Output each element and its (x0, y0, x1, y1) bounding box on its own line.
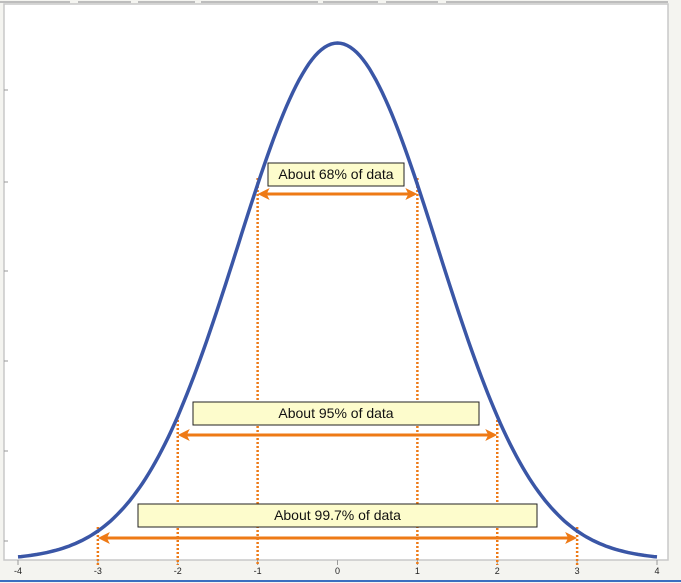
plot-area (3, 3, 669, 561)
x-tick-label: -1 (254, 566, 262, 576)
annotation-label: About 99.7% of data (274, 507, 401, 523)
arrow-head-left (97, 532, 110, 544)
x-tick-label: 2 (495, 566, 500, 576)
x-tick-label: -3 (94, 566, 102, 576)
x-tick-label: 3 (575, 566, 580, 576)
normal-curve (17, 41, 658, 559)
x-tick-label: 4 (654, 566, 659, 576)
annotation-box (267, 162, 405, 187)
arrow-head-right (565, 532, 578, 544)
arrow-head-left (257, 188, 270, 200)
x-tick-label: -2 (174, 566, 182, 576)
x-tick-label: 1 (415, 566, 420, 576)
annotation-label: About 95% of data (278, 405, 393, 421)
arrow-head-left (177, 429, 190, 441)
arrow-head-right (405, 188, 418, 200)
annotation-box (192, 401, 480, 426)
x-tick-label: 0 (335, 566, 340, 576)
annotation-box (137, 503, 538, 528)
x-tick-label: -4 (14, 566, 22, 576)
annotation-label: About 68% of data (278, 166, 393, 182)
arrow-head-right (485, 429, 498, 441)
